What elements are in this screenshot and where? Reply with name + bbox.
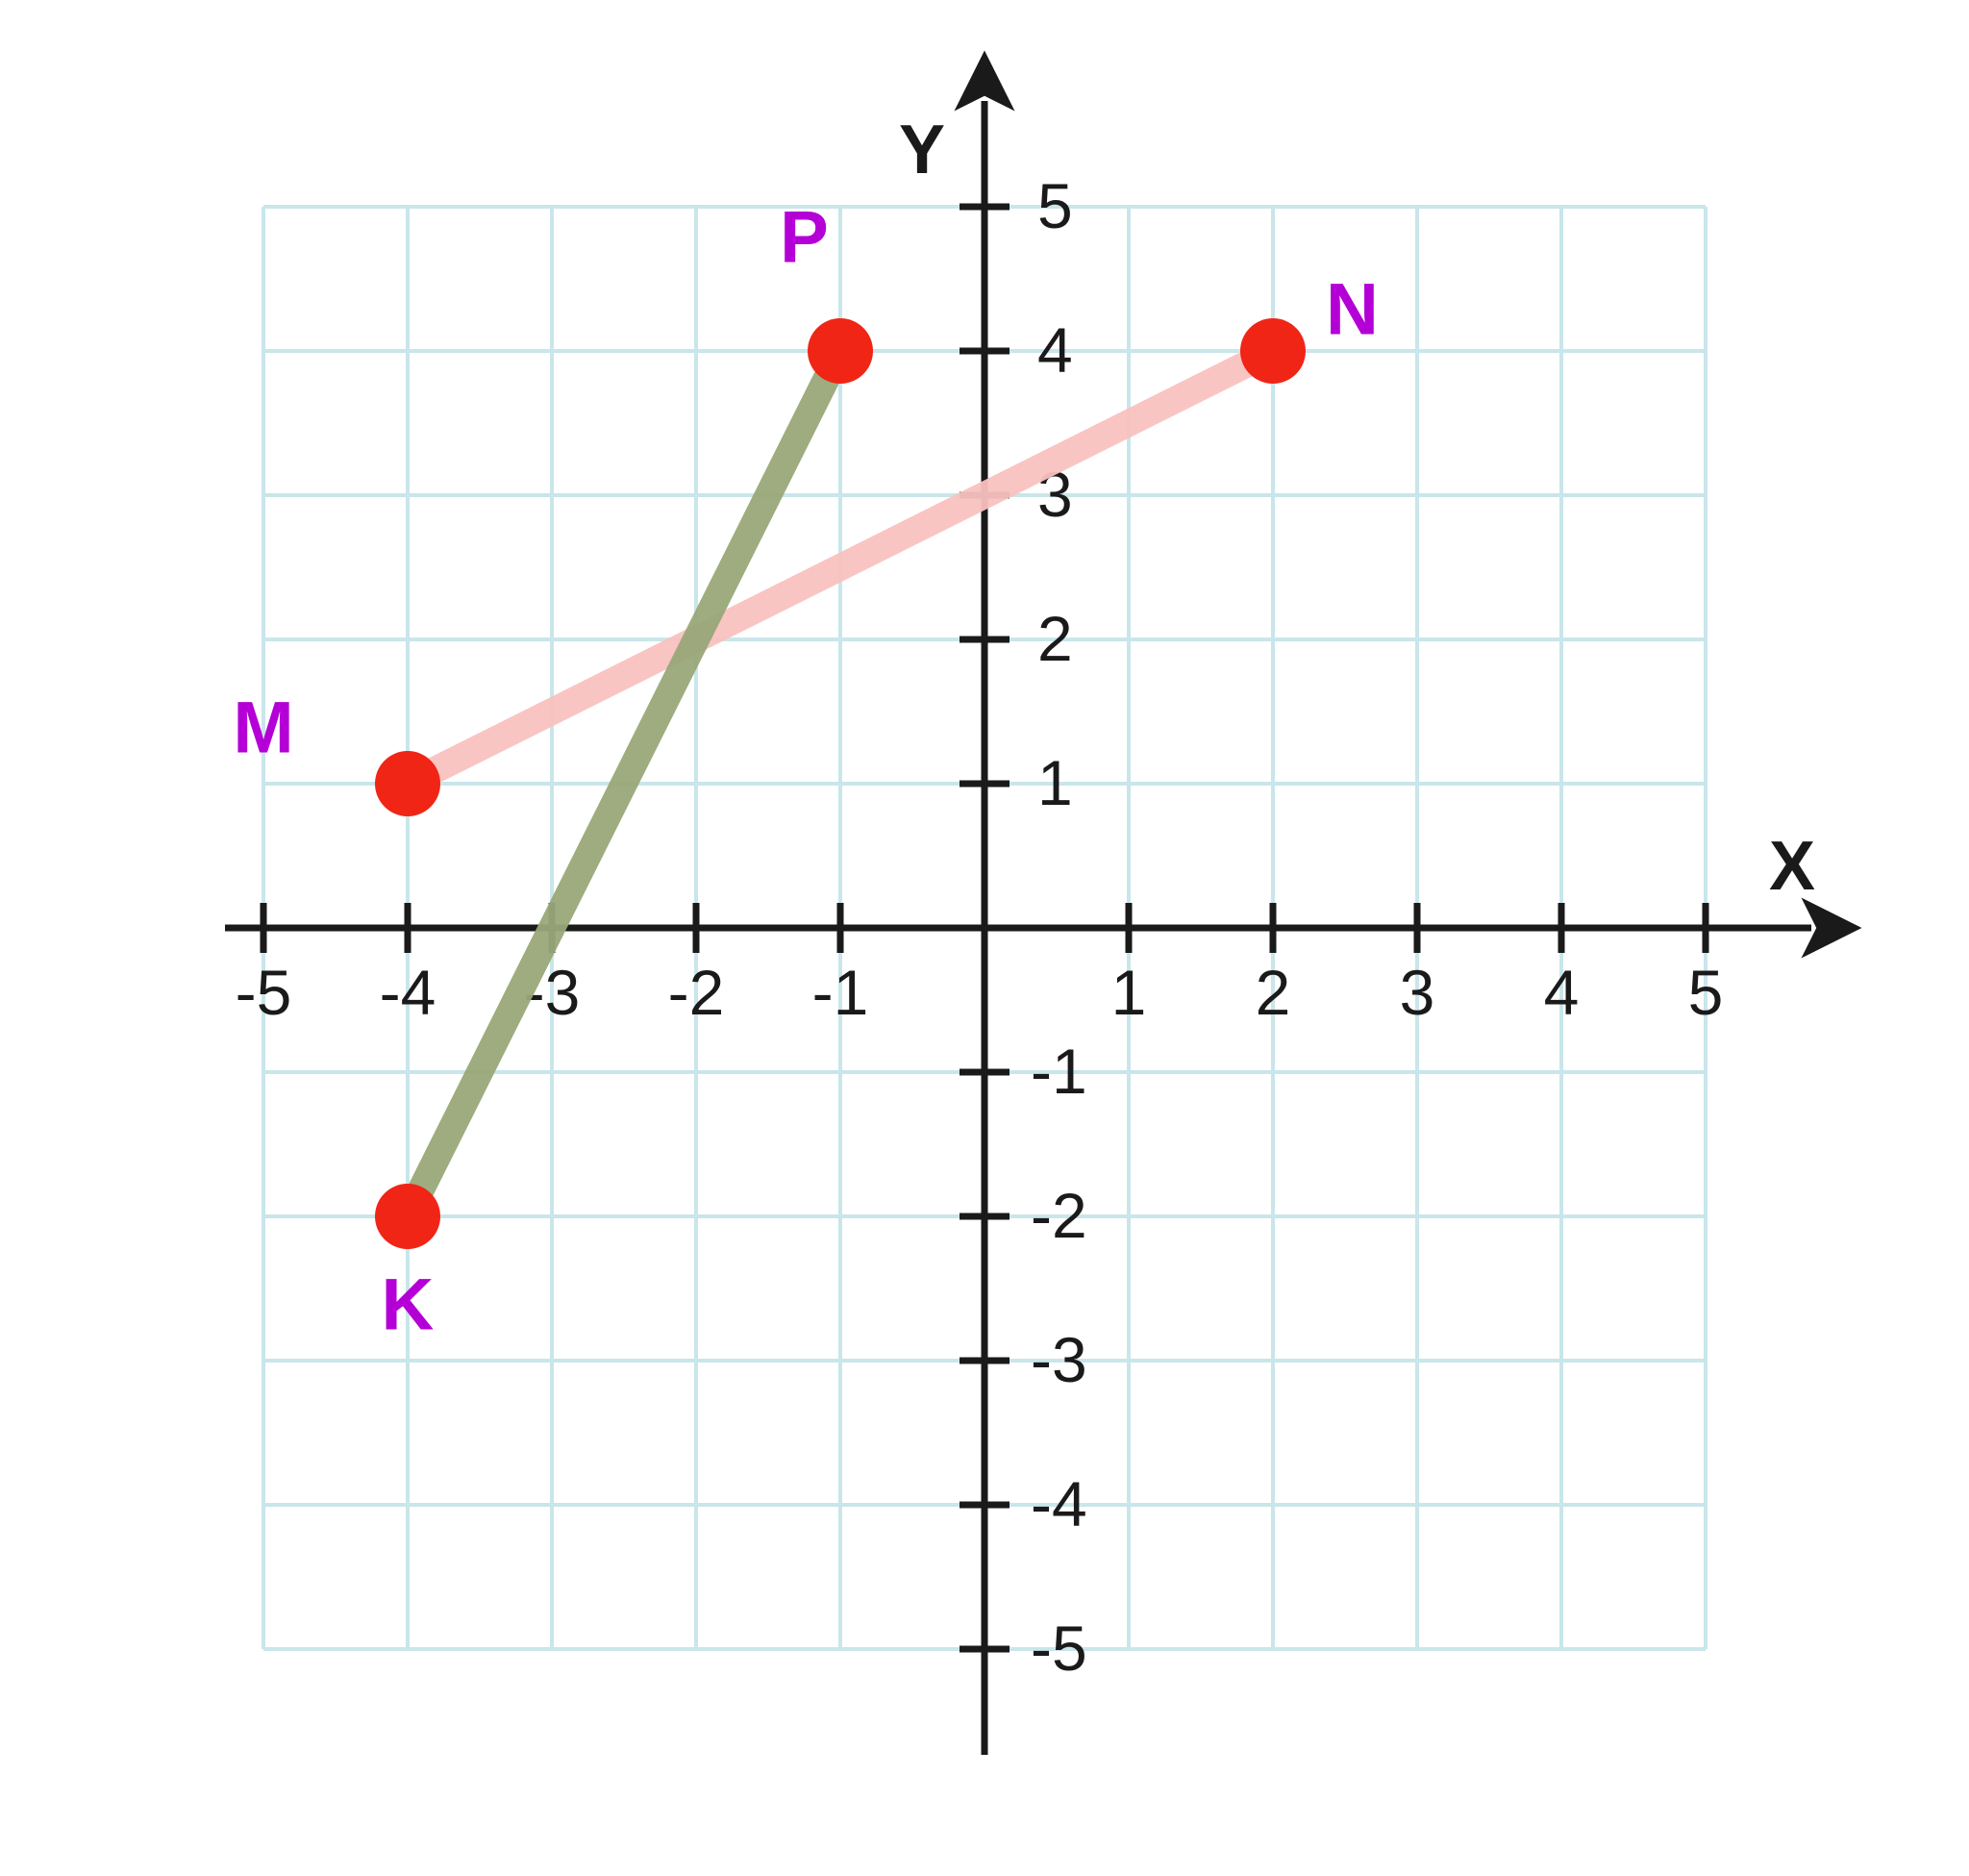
x-tick-label: 2 — [1256, 957, 1291, 1028]
y-tick-label: -4 — [1031, 1468, 1087, 1539]
y-tick-label: -2 — [1031, 1180, 1087, 1251]
y-tick-label: 4 — [1037, 314, 1073, 386]
point-K — [375, 1184, 440, 1249]
x-tick-label: 5 — [1688, 957, 1724, 1028]
x-tick-label: 4 — [1544, 957, 1580, 1028]
point-P — [808, 318, 873, 384]
x-tick-label: -1 — [812, 957, 869, 1028]
point-label-M: M — [233, 688, 293, 769]
y-tick-label: -5 — [1031, 1613, 1087, 1684]
x-axis-label: X — [1769, 828, 1815, 905]
x-tick-label: -5 — [236, 957, 292, 1028]
coordinate-plane-chart: -5-4-3-2-112345-5-4-3-2-112345 XYMNPK — [0, 0, 1969, 1876]
y-tick-label: -1 — [1031, 1036, 1087, 1107]
x-tick-label: -4 — [380, 957, 436, 1028]
y-axis-label: Y — [899, 112, 945, 188]
point-label-N: N — [1326, 269, 1379, 351]
x-tick-label: 1 — [1111, 957, 1147, 1028]
point-label-K: K — [382, 1264, 435, 1346]
y-tick-label: 5 — [1037, 170, 1073, 241]
point-label-P: P — [780, 197, 829, 279]
y-tick-label: 2 — [1037, 603, 1073, 674]
point-N — [1240, 318, 1306, 384]
y-tick-label: -3 — [1031, 1324, 1087, 1395]
y-tick-label: 1 — [1037, 747, 1073, 818]
x-tick-label: -2 — [668, 957, 725, 1028]
point-M — [375, 751, 440, 816]
labels-layer: X Y M N P K — [233, 112, 1815, 1346]
x-tick-label: 3 — [1400, 957, 1435, 1028]
